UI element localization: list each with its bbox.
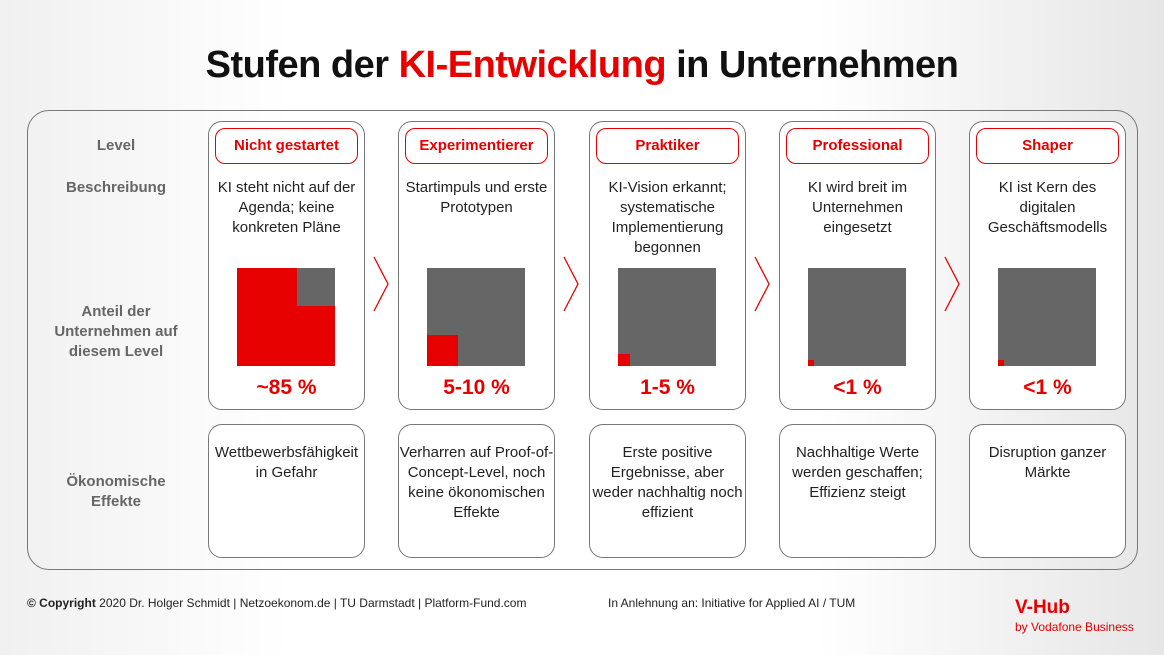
copyright: © Copyright 2020 Dr. Holger Schmidt | Ne… [27,596,526,610]
share-label: <1 % [1023,376,1072,399]
effect-card-1: Verharren auf Proof-of-Concept-Level, no… [398,424,555,558]
share-square [427,268,525,366]
level-badge: Shaper [976,128,1119,164]
row-label-anteil: Anteil der Unternehmen auf diesem Level [54,303,178,360]
title-post: in Unternehmen [666,44,959,86]
row-label-effekte: Ökonomische Effekte [66,473,166,510]
effect-card-2: Erste positive Ergebnisse, aber weder na… [589,424,746,558]
share-fill [427,335,458,366]
level-description: Startimpuls und erste Prototypen [405,179,548,216]
share-label: 1-5 % [640,376,695,399]
copyright-label: © Copyright [27,596,96,610]
share-label: ~85 % [256,376,317,399]
share-fill [998,359,1005,366]
level-card-2: Praktiker KI-Vision erkannt; systematisc… [589,121,746,410]
chevron-right-icon [373,256,389,312]
chevron-right-icon [754,256,770,312]
row-label-beschreibung: Beschreibung [65,179,167,196]
effect-text: Erste positive Ergebnisse, aber weder na… [592,444,743,521]
copyright-text: 2020 Dr. Holger Schmidt | Netzoekonom.de… [95,596,527,610]
level-card-1: Experimentierer Startimpuls und erste Pr… [398,121,555,410]
level-description: KI wird breit im Unternehmen eingesetzt [807,179,908,236]
title-pre: Stufen der [205,44,399,86]
share-square [618,268,716,366]
level-badge: Experimentierer [405,128,548,164]
share-square [808,268,906,366]
source-note: In Anlehnung an: Initiative for Applied … [608,596,856,610]
share-fill [808,359,815,366]
effect-card-3: Nachhaltige Werte werden geschaffen; Eff… [779,424,936,558]
share-remainder [297,268,335,306]
level-card-4: Shaper KI ist Kern des digitalen Geschäf… [969,121,1126,410]
row-label-level: Level [96,137,136,154]
share-square [237,268,335,366]
share-label: 5-10 % [443,376,510,399]
chevron-right-icon [944,256,960,312]
effect-text: Verharren auf Proof-of-Concept-Level, no… [399,444,554,521]
brand-name: V-Hub [1015,597,1070,618]
diagram-frame [27,110,1138,570]
share-fill [618,354,630,366]
effect-card-0: Wettbewerbsfähigkeit in Gefahr [208,424,365,558]
share-square [998,268,1096,366]
title-highlight: KI-Entwicklung [398,44,667,86]
brand-logo: V-Hub by Vodafone Business [1015,597,1134,634]
level-card-0: Nicht gestartet KI steht nicht auf der A… [208,121,365,410]
level-description: KI ist Kern des digitalen Geschäftsmodel… [987,179,1108,236]
brand-sub: by Vodafone Business [1015,620,1134,634]
share-label: <1 % [833,376,882,399]
level-description: KI-Vision erkannt; systematische Impleme… [608,179,727,256]
level-badge: Nicht gestartet [215,128,358,164]
effect-text: Nachhaltige Werte werden geschaffen; Eff… [792,444,923,501]
level-badge: Professional [786,128,929,164]
level-card-3: Professional KI wird breit im Unternehme… [779,121,936,410]
effect-card-4: Disruption ganzer Märkte [969,424,1126,558]
effect-text: Disruption ganzer Märkte [988,444,1107,481]
chevron-right-icon [563,256,579,312]
effect-text: Wettbewerbsfähigkeit in Gefahr [214,444,359,481]
level-description: KI steht nicht auf der Agenda; keine kon… [217,179,356,236]
page-title: Stufen der KI-Entwicklung in Unternehmen [0,44,1164,87]
level-badge: Praktiker [596,128,739,164]
